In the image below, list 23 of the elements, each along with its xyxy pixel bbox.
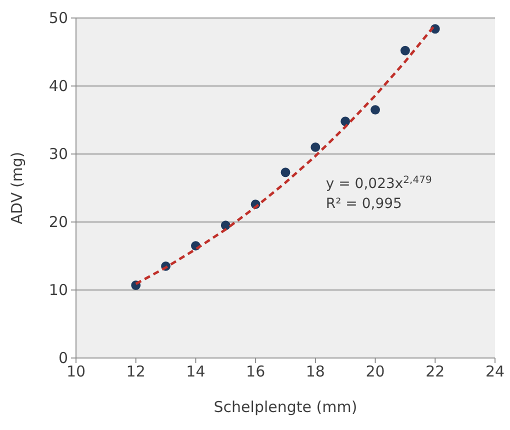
point — [400, 46, 410, 56]
y-axis-title: ADV (mg) — [8, 152, 26, 224]
y-tick-label: 50 — [48, 8, 68, 27]
x-tick-label: 10 — [66, 362, 86, 381]
y-tick-label: 40 — [48, 76, 68, 95]
point — [370, 105, 380, 115]
x-tick-label: 24 — [485, 362, 505, 381]
x-tick-label: 16 — [246, 362, 266, 381]
x-tick-label: 22 — [426, 362, 445, 381]
annotation: y = 0,023x$^{2,479}$ — [326, 174, 432, 192]
x-tick-label: 12 — [126, 362, 146, 381]
point — [340, 116, 350, 126]
x-tick-label: 18 — [306, 362, 325, 381]
x-tick-label: 14 — [186, 362, 206, 381]
y-tick-label: 10 — [48, 280, 68, 299]
y-tick-label: 20 — [48, 212, 68, 231]
point — [310, 142, 320, 152]
x-axis-title: Schelplengte (mm) — [214, 398, 358, 416]
x-tick-label: 20 — [366, 362, 385, 381]
y-tick-label: 30 — [48, 144, 68, 163]
y-tick-label: 0 — [58, 348, 68, 367]
point — [280, 168, 290, 178]
annotation: R² = 0,995 — [326, 196, 402, 212]
